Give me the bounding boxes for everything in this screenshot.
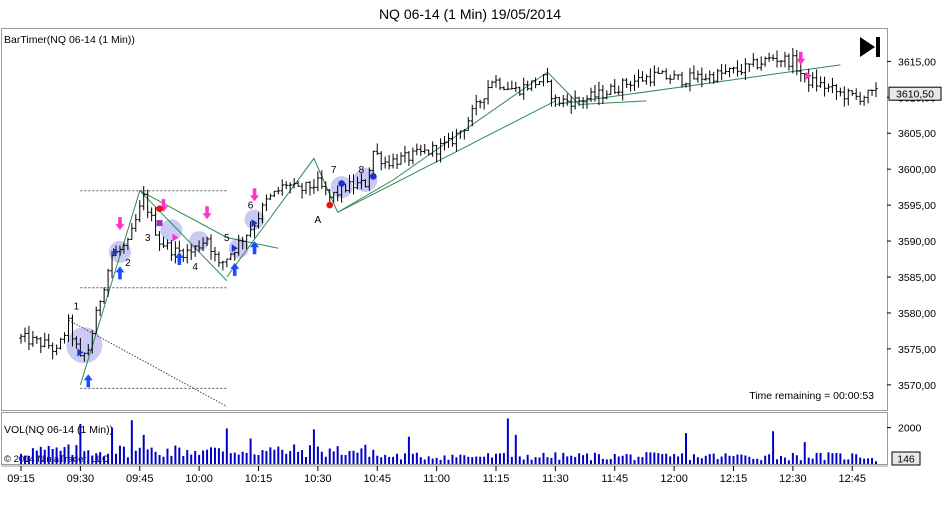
- time-axis: 09:15 09:30 09:45 10:00 10:15 10:30 10:45 11:00…: [1, 465, 888, 485]
- signal-dot: [326, 201, 334, 209]
- signal-triangle: [805, 71, 812, 80]
- swing-label: 2: [125, 258, 131, 269]
- down-arrow-icon: [115, 217, 125, 231]
- up-arrow-icon: [174, 252, 184, 266]
- signal-dot: [338, 180, 345, 187]
- up-arrow-icon: [83, 374, 93, 388]
- price-indicator-label: BarTimer(NQ 06-14 (1 Min)): [4, 34, 135, 46]
- price-tick-label: 3615,00: [898, 56, 936, 68]
- swing-labels: 1 2 3 4 5 6 7 8 A: [74, 165, 365, 313]
- trend-line: [226, 100, 556, 278]
- signal-markers: [77, 51, 812, 388]
- time-tick-label: 11:30: [542, 473, 569, 485]
- signal-triangle: [251, 219, 258, 228]
- time-tick-label: 12:45: [838, 473, 866, 485]
- volume-tick-label: 2000: [898, 423, 922, 435]
- time-remaining-label: Time remaining = 00:00:53: [749, 390, 874, 402]
- volume-indicator-label: VOL(NQ 06-14 (1 Min)): [4, 424, 113, 436]
- swing-label: 8: [359, 165, 365, 176]
- volume-bars: [20, 418, 877, 464]
- time-tick-label: 12:00: [660, 473, 688, 485]
- time-tick-label: 09:15: [7, 473, 35, 485]
- time-tick-label: 10:45: [363, 473, 391, 485]
- signal-dot: [369, 173, 377, 180]
- down-arrow-icon: [250, 188, 260, 202]
- skip-to-end-icon[interactable]: [860, 37, 880, 57]
- time-tick-label: 09:45: [126, 473, 154, 485]
- volume-panel: [1, 412, 888, 465]
- swing-circle: [244, 209, 265, 230]
- signal-triangle: [113, 247, 119, 256]
- price-tick-label: 3605,00: [898, 128, 936, 140]
- swing-label: 4: [192, 262, 198, 273]
- level-lines: [80, 190, 227, 389]
- chart-title: NQ 06-14 (1 Min) 19/05/2014: [379, 6, 561, 22]
- signal-square: [156, 220, 163, 227]
- price-tick-label: 3595,00: [898, 200, 936, 212]
- trend-line: [337, 71, 647, 213]
- swing-label: 1: [74, 301, 80, 312]
- price-bars: [19, 47, 878, 362]
- last-volume-tag: 146: [891, 451, 921, 466]
- up-arrow-icon: [115, 266, 125, 280]
- time-tick-label: 12:30: [779, 473, 807, 485]
- signal-triangle: [172, 233, 179, 242]
- time-tick-label: 11:00: [423, 473, 450, 485]
- down-arrow-icon: [202, 206, 212, 220]
- price-tick-label: 3575,00: [898, 344, 936, 356]
- up-arrow-icon: [250, 241, 260, 255]
- last-price-tag: 3610,50: [888, 86, 942, 101]
- time-tick-label: 10:00: [185, 473, 213, 485]
- price-tick-label: 3590,00: [898, 236, 936, 248]
- trend-lines: [68, 64, 841, 407]
- swing-label: A: [315, 215, 322, 226]
- swing-label: 3: [145, 233, 151, 244]
- price-panel: [1, 28, 888, 411]
- up-arrow-icon: [230, 262, 240, 276]
- time-tick-label: 12:15: [720, 473, 748, 485]
- volume-axis: 2000: [887, 423, 922, 435]
- time-tick-label: 09:30: [67, 473, 95, 485]
- trend-line: [68, 319, 228, 407]
- signal-triangle: [231, 244, 238, 253]
- swing-label: 5: [224, 233, 230, 244]
- price-tick-label: 3570,00: [898, 380, 936, 392]
- signal-triangle: [77, 348, 84, 357]
- price-axis: 3615,003610,003605,003600,003595,003590,…: [887, 56, 936, 392]
- last-price-value: 3610,50: [896, 89, 934, 101]
- time-tick-label: 10:15: [245, 473, 273, 485]
- swing-label: 7: [331, 165, 337, 176]
- price-tick-label: 3585,00: [898, 272, 936, 284]
- swing-circle: [66, 327, 103, 364]
- time-tick-label: 11:45: [601, 473, 628, 485]
- time-tick-label: 10:30: [304, 473, 332, 485]
- swing-label: 6: [248, 201, 254, 212]
- down-arrow-icon: [796, 51, 806, 65]
- swing-circle: [160, 219, 183, 242]
- signal-dot: [156, 205, 163, 213]
- trend-line: [139, 190, 279, 249]
- price-tick-label: 3580,00: [898, 308, 936, 320]
- time-tick-label: 11:15: [483, 473, 510, 485]
- price-tick-label: 3600,00: [898, 164, 936, 176]
- last-volume-value: 146: [897, 454, 915, 466]
